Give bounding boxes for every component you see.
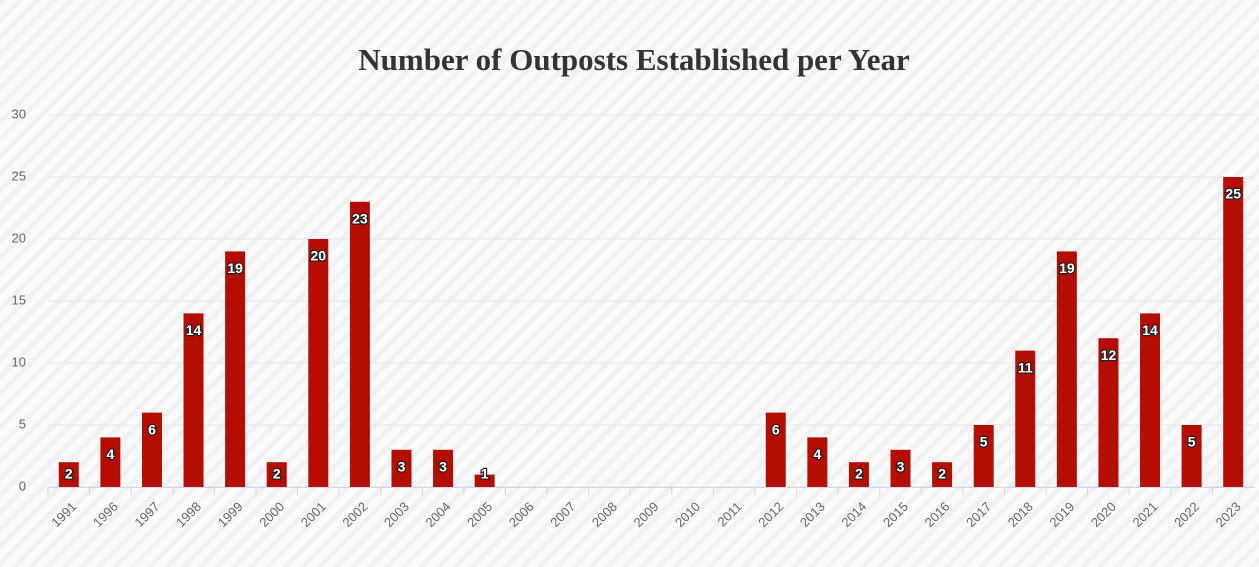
bar: [100, 437, 121, 487]
bar: [183, 313, 204, 487]
bar: [932, 462, 953, 487]
bar: [1098, 338, 1119, 487]
data-label: 2: [65, 466, 73, 482]
data-label: 2: [273, 466, 281, 482]
data-label: 23: [352, 211, 368, 227]
bar: [807, 437, 828, 487]
bar: [474, 474, 495, 487]
y-tick-label: 15: [12, 292, 26, 307]
bar: [1140, 313, 1161, 487]
data-label: 4: [813, 446, 821, 462]
data-label: 20: [311, 248, 327, 264]
bar: [141, 412, 162, 487]
bar: [1056, 251, 1077, 487]
data-label: 6: [148, 421, 156, 437]
data-label: 14: [1142, 322, 1158, 338]
bar: [1181, 425, 1202, 487]
data-label: 19: [227, 260, 243, 276]
data-label: 19: [1059, 260, 1075, 276]
data-label: 5: [1188, 434, 1196, 450]
bar: [765, 412, 786, 487]
bar: [58, 462, 79, 487]
y-tick-label: 25: [12, 168, 26, 183]
bar: [391, 449, 412, 487]
data-label: 12: [1101, 347, 1117, 363]
data-label: 1: [481, 466, 489, 482]
data-label: 11: [1018, 359, 1033, 375]
data-label: 3: [897, 459, 905, 475]
data-label: 3: [439, 459, 447, 475]
y-tick-label: 0: [19, 478, 26, 493]
data-label: 6: [772, 421, 780, 437]
data-label: 14: [186, 322, 202, 338]
chart-title: Number of Outposts Established per Year: [358, 42, 910, 77]
bar: [349, 201, 370, 488]
bar: [848, 462, 869, 487]
bar: [225, 251, 246, 487]
data-label: 2: [938, 466, 946, 482]
bar: [433, 449, 454, 487]
bar: [266, 462, 287, 487]
bar: [1015, 350, 1036, 487]
data-label: 5: [980, 434, 988, 450]
y-tick-label: 10: [12, 354, 26, 369]
y-tick-label: 20: [12, 230, 26, 245]
bar: [1223, 177, 1244, 487]
data-label: 2: [855, 466, 863, 482]
bar: [890, 449, 911, 487]
data-label: 25: [1225, 186, 1241, 202]
bar: [308, 239, 329, 487]
bar: [973, 425, 994, 487]
data-label: 4: [106, 446, 114, 462]
data-label: 3: [398, 459, 406, 475]
y-tick-label: 5: [19, 416, 26, 431]
y-tick-label: 30: [12, 106, 26, 121]
